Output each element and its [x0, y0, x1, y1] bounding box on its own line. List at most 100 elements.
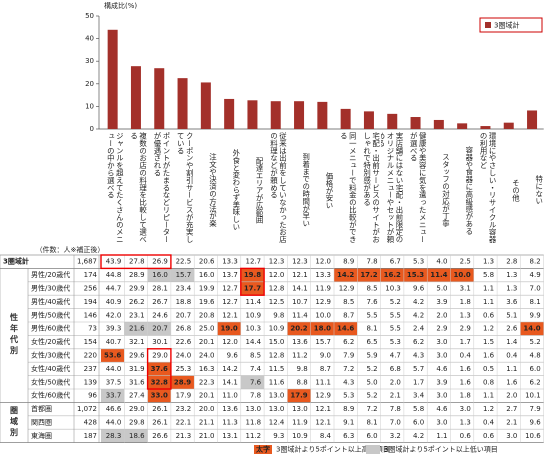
cell-value: 24.6 [152, 311, 168, 319]
cell-value: 12.3 [292, 258, 308, 266]
low-cell [170, 268, 195, 282]
cell-value: 8.9 [343, 258, 354, 266]
cell-value: 12.7 [222, 298, 238, 306]
cell-value: 2.9 [460, 325, 471, 333]
cell-value: 11.4 [292, 311, 308, 319]
cell-value: 4.0 [436, 258, 447, 266]
cell-value: 42.0 [106, 311, 122, 319]
cell-value: 22.1 [176, 419, 192, 427]
cell-value: 1.1 [483, 392, 494, 400]
cell-value: 6.0 [366, 432, 377, 440]
row-label: 関西圏 [31, 419, 52, 427]
category-label: 健康や美容に気を遣ったメニューが選べる [409, 132, 428, 243]
row-count: 220 [84, 352, 97, 360]
cell-value: 26.7 [152, 298, 168, 306]
cell-value: 5.2 [530, 338, 541, 346]
cell-value: 12.8 [269, 285, 285, 293]
cell-value: 16.0 [199, 271, 215, 279]
row-label: 男性/20歳代 [31, 270, 70, 279]
cell-value: 3.2 [390, 432, 401, 440]
cell-value: 1.6 [460, 378, 472, 386]
low-cell [101, 429, 125, 443]
cell-value: 18.8 [176, 298, 192, 306]
cell-value: 22.6 [176, 338, 192, 346]
cell-value: 5.0 [436, 285, 447, 293]
high-cell [287, 322, 311, 336]
cell-value: 12.0 [222, 338, 238, 346]
cell-value: 7.9 [343, 352, 354, 360]
high-cell [147, 375, 171, 389]
high-cell [334, 268, 358, 282]
cell-value: 7.8 [250, 392, 261, 400]
high-note: 3圏域計より5ポイント以上高い項目 [276, 445, 390, 454]
cell-value: 13.6 [222, 405, 238, 413]
high-cell [380, 268, 404, 282]
cell-value: 1.8 [460, 392, 471, 400]
high-cell [217, 322, 241, 336]
cell-value: 15.3 [407, 271, 424, 279]
cell-value: 0.4 [483, 419, 495, 427]
cell-value: 8.5 [250, 352, 261, 360]
cell-value: 14.1 [222, 378, 238, 386]
cell-value: 19.8 [244, 271, 261, 279]
cell-value: 29.6 [129, 352, 145, 360]
cell-value: 13.0 [269, 405, 285, 413]
bar [177, 78, 188, 129]
high-cell [240, 268, 265, 282]
high-swatch [254, 445, 272, 454]
bar [433, 119, 444, 129]
cell-value: 12.3 [269, 258, 285, 266]
cell-value: 12.1 [315, 419, 331, 427]
cell-value: 7.2 [366, 405, 377, 413]
cell-value: 5.0 [366, 378, 377, 386]
cell-value: 13.0 [269, 392, 285, 400]
cell-value: 0.6 [483, 311, 495, 319]
cell-value: 17.9 [290, 392, 307, 400]
cell-value: 11.3 [222, 419, 238, 427]
y-tick-label: 40 [85, 35, 94, 43]
cell-value: 10.9 [246, 311, 262, 319]
category-label: 価格が安い [324, 171, 334, 209]
cell-value: 12.0 [269, 271, 285, 279]
count-header: （件数：人※補正後） [36, 245, 105, 254]
cell-value: 14.2 [222, 365, 238, 373]
cell-value: 23.2 [176, 405, 192, 413]
cell-value: 3.4 [413, 392, 425, 400]
category-label: ポイントがたまるなどリピーターが優遇される [152, 132, 171, 243]
low-cell [147, 268, 171, 282]
cell-value: 3.0 [436, 352, 447, 360]
cell-value: 5.5 [366, 311, 377, 319]
y-tick-label: 10 [85, 102, 94, 110]
cell-value: 1.3 [506, 285, 517, 293]
cell-value: 12.7 [246, 258, 262, 266]
bar [457, 123, 468, 129]
high-cell [357, 268, 381, 282]
cell-value: 8.4 [320, 432, 332, 440]
row-label: 女性/60歳代 [31, 391, 70, 400]
cell-value: 1.6 [506, 378, 518, 386]
group-label: 圏域別 [9, 405, 19, 439]
category-label: 注文や決済の方法が楽 [208, 153, 218, 227]
cell-value: 11.4 [246, 298, 262, 306]
cell-value: 19.9 [199, 285, 215, 293]
cell-value: 8.8 [297, 378, 308, 386]
cell-value: 11.8 [246, 419, 262, 427]
high-cell [147, 362, 171, 376]
y-tick-label: 50 [85, 12, 94, 20]
low-cell [147, 322, 171, 336]
cell-value: 21.1 [199, 419, 215, 427]
cell-value: 22.5 [176, 258, 192, 266]
cell-value: 7.6 [250, 378, 262, 386]
cell-value: 3.0 [506, 432, 517, 440]
cell-value: 44.7 [106, 285, 122, 293]
cell-value: 10.3 [385, 285, 401, 293]
cell-value: 20.6 [199, 258, 215, 266]
cell-value: 1.6 [483, 352, 495, 360]
cell-value: 31.6 [129, 378, 145, 386]
row-label: 男性/30歳代 [31, 284, 70, 293]
cell-value: 26.6 [152, 432, 168, 440]
cell-value: 1.1 [483, 285, 494, 293]
bold-mark: 太字 [256, 445, 270, 454]
high-cell [334, 322, 358, 336]
